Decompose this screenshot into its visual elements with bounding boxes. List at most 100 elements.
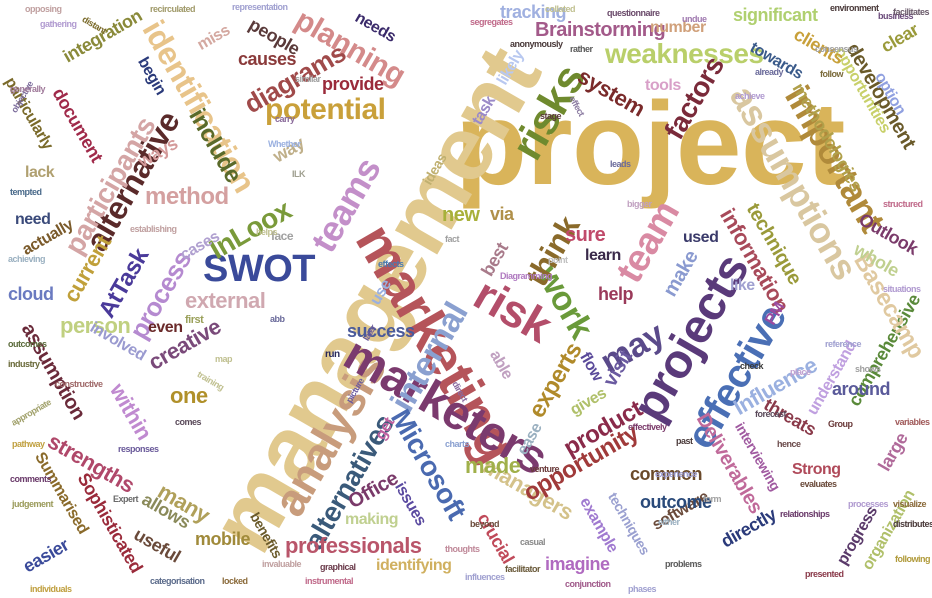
word-achieve: achieve	[735, 91, 765, 101]
word-recirculated: recirculated	[150, 4, 196, 14]
word-already: already	[755, 67, 784, 77]
word-stage: stage	[540, 111, 562, 121]
word-around: around	[832, 379, 891, 399]
word-phases: phases	[628, 584, 657, 594]
word-locked: locked	[222, 576, 248, 586]
word-brainstorming: Brainstorming	[535, 19, 666, 41]
word-presented: presented	[805, 569, 844, 579]
word-success: success	[347, 321, 415, 341]
word-sure: sure	[565, 224, 606, 246]
word-appropriate: appropriate	[9, 397, 53, 428]
word-invaluable: invaluable	[262, 559, 302, 569]
word-project: project	[455, 78, 845, 210]
word-ilk: ILK	[292, 169, 306, 179]
word-easier: easier	[19, 534, 72, 577]
word-facilitator: facilitator	[505, 564, 541, 574]
word-evaluates: evaluates	[800, 479, 837, 489]
word-identifying: identifying	[376, 557, 452, 574]
word-individuals: individuals	[30, 584, 72, 594]
word-processes: processes	[848, 499, 889, 509]
word-opposing: opposing	[25, 4, 62, 14]
word-run: run	[325, 349, 340, 360]
word-causes: causes	[238, 49, 297, 69]
word-external: external	[185, 288, 266, 313]
word-establishing: establishing	[130, 224, 177, 234]
word-effectively: effectively	[628, 422, 667, 432]
word-group: Group	[828, 419, 853, 429]
word-constructive: constructive	[55, 379, 103, 389]
word-weaknesses: weaknesses	[605, 38, 764, 69]
word-need: need	[15, 211, 51, 228]
word-instrumental: instrumental	[305, 576, 354, 586]
word-made: made	[465, 453, 521, 478]
word-generally: generally	[10, 84, 46, 94]
word-outcome: outcome	[640, 492, 712, 512]
word-segregates: segregates	[470, 17, 513, 27]
word-via: via	[490, 204, 514, 224]
word-comments: comments	[10, 474, 52, 484]
word-venture: venture	[530, 464, 560, 474]
word-anonymously: anonymously	[510, 39, 563, 49]
word-structured: structured	[883, 199, 923, 209]
word-mobile: mobile	[195, 529, 251, 549]
word-check: check	[740, 361, 764, 371]
word-number: number	[650, 19, 706, 36]
word-point: point	[548, 255, 568, 265]
word-graphical: graphical	[320, 562, 356, 572]
word-hence: hence	[777, 439, 801, 449]
word-person: person	[60, 313, 131, 338]
word-categorisation: categorisation	[150, 576, 205, 586]
word-either: either	[658, 517, 680, 527]
word-map: map	[215, 354, 233, 364]
word-tools: tools	[645, 77, 681, 94]
word-rather: rather	[570, 44, 593, 54]
word-potential: potential	[265, 93, 386, 126]
word-problems: problems	[665, 559, 702, 569]
word-facilitates: facilitates	[893, 7, 930, 17]
word-gathering: gathering	[40, 19, 77, 29]
word-common: common	[630, 464, 703, 484]
word-casual: casual	[520, 537, 546, 547]
word-comes: comes	[175, 417, 202, 427]
word-conjunction: conjunction	[565, 579, 611, 589]
word-fact: fact	[445, 234, 460, 244]
word-similar: similar	[295, 74, 321, 84]
word-used: used	[683, 229, 719, 246]
word-one: one	[170, 383, 208, 408]
word-achieving: achieving	[8, 254, 46, 264]
word-responses: responses	[118, 444, 159, 454]
word-miss: miss	[194, 21, 233, 54]
word-new: new	[442, 204, 480, 226]
word-imagine: imagine	[545, 554, 610, 574]
word-visualize: visualize	[893, 499, 927, 509]
word-strong: Strong	[792, 461, 841, 478]
word-learn: learn	[585, 247, 621, 264]
word-situations: situations	[883, 284, 921, 294]
word-within: within	[105, 379, 158, 444]
word-representation: representation	[232, 2, 288, 12]
word-place: place	[790, 367, 811, 377]
word-lack: lack	[25, 164, 55, 181]
word-bigger: bigger	[627, 199, 652, 209]
word-pathway: pathway	[12, 439, 45, 449]
word-past: past	[676, 436, 693, 446]
word-outcomes: outcomes	[8, 339, 47, 349]
word-collated: collated	[545, 4, 576, 14]
word-expert: Expert	[113, 494, 139, 504]
word-forecast: forecast	[755, 409, 787, 419]
word-tempted: tempted	[10, 187, 42, 197]
word-significant: significant	[733, 5, 818, 25]
word-tracking: tracking	[500, 2, 567, 22]
word-reference: reference	[825, 339, 862, 349]
word-professionals: professionals	[285, 533, 422, 558]
word-thoughts: thoughts	[445, 544, 480, 554]
word-diagramming: Diagramming	[500, 271, 553, 281]
word-experience: experience	[655, 469, 698, 479]
word-like: like	[730, 277, 755, 294]
word-clear: clear	[877, 19, 922, 57]
word-document: document	[48, 84, 107, 166]
word-first: first	[185, 314, 204, 326]
word-undue: undue	[682, 14, 707, 24]
word-even: even	[148, 319, 183, 336]
